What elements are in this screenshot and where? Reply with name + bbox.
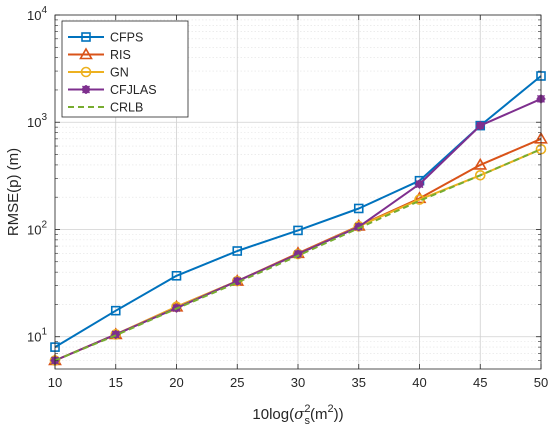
marker-star-rays	[81, 85, 91, 94]
marker-triangle	[79, 47, 93, 60]
x-axis-title-sigma-sup: 2	[304, 403, 310, 415]
x-tick-label: 25	[230, 375, 244, 390]
y-tick-label-exponent: 1	[41, 327, 47, 338]
marker-circle	[474, 170, 486, 181]
y-tick-label: 103	[27, 112, 47, 130]
legend-label: CFPS	[110, 31, 143, 45]
legend-label: RIS	[110, 48, 131, 62]
y-tick-label-base: 10	[27, 330, 41, 345]
marker-star-rays	[415, 179, 424, 189]
y-tick-label-base: 10	[27, 222, 41, 237]
marker-square	[353, 203, 364, 214]
series-crlb	[54, 148, 542, 362]
marker-square	[293, 225, 303, 236]
grid-layer	[54, 14, 542, 369]
x-axis-title-sigma-sub: s	[304, 415, 310, 427]
marker-circle	[80, 66, 92, 78]
y-tick-label-exponent: 2	[41, 219, 47, 230]
legend-item-cfjlas: CFJLAS	[68, 83, 157, 97]
y-tick-label: 101	[27, 327, 47, 345]
legend-label: CFJLAS	[110, 83, 157, 97]
legend-item-cfps: CFPS	[68, 31, 143, 45]
legend-label: CRLB	[110, 101, 143, 115]
series-line-crlb	[54, 148, 542, 362]
legend: CFPS RIS GN CFJLAS CRLB	[61, 20, 189, 118]
marker-star-rays	[293, 249, 303, 259]
marker-square	[81, 32, 91, 42]
x-axis-title: 10log(σ2 s(m2))	[252, 403, 343, 427]
marker-triangle	[473, 157, 488, 170]
series-layer	[48, 71, 548, 366]
x-axis-title-sigma: σ	[294, 405, 305, 423]
marker-star-rays	[354, 222, 364, 232]
legend-items: CFPS RIS GN CFJLAS CRLB	[68, 31, 157, 115]
marker-square	[110, 305, 121, 316]
y-tick-label-exponent: 3	[41, 112, 47, 123]
x-axis-title-unit-open: (m	[310, 406, 328, 423]
legend-item-crlb: CRLB	[68, 101, 143, 115]
x-tick-label: 20	[169, 375, 183, 390]
x-axis-title-prefix: 10log(	[252, 406, 294, 423]
x-tick-label: 10	[48, 375, 62, 390]
x-axis-title-unit-sup: 2	[327, 403, 333, 415]
legend-item-ris: RIS	[68, 47, 131, 62]
x-tick-label: 35	[352, 375, 366, 390]
marker-star-rays	[232, 276, 242, 286]
y-tick-label-base: 10	[27, 115, 41, 130]
y-tick-label-base: 10	[27, 8, 41, 23]
y-tick-label-exponent: 4	[41, 5, 47, 16]
y-axis-title: RMSE(p) (m)	[5, 148, 22, 236]
y-tick-label: 104	[27, 5, 47, 23]
x-tick-label: 15	[109, 375, 123, 390]
x-axis-title-suffix: ))	[334, 406, 344, 423]
marker-square	[171, 270, 182, 281]
x-tick-label: 45	[473, 375, 487, 390]
x-tick-label: 30	[291, 375, 305, 390]
y-tick-label: 102	[27, 219, 47, 237]
marker-square	[232, 246, 243, 256]
legend-label: GN	[110, 66, 129, 80]
marker-star-rays	[111, 329, 121, 339]
x-tick-label: 40	[412, 375, 426, 390]
legend-item-gn: GN	[68, 66, 129, 80]
marker-star-rays	[475, 121, 485, 131]
x-tick-label: 50	[534, 375, 548, 390]
